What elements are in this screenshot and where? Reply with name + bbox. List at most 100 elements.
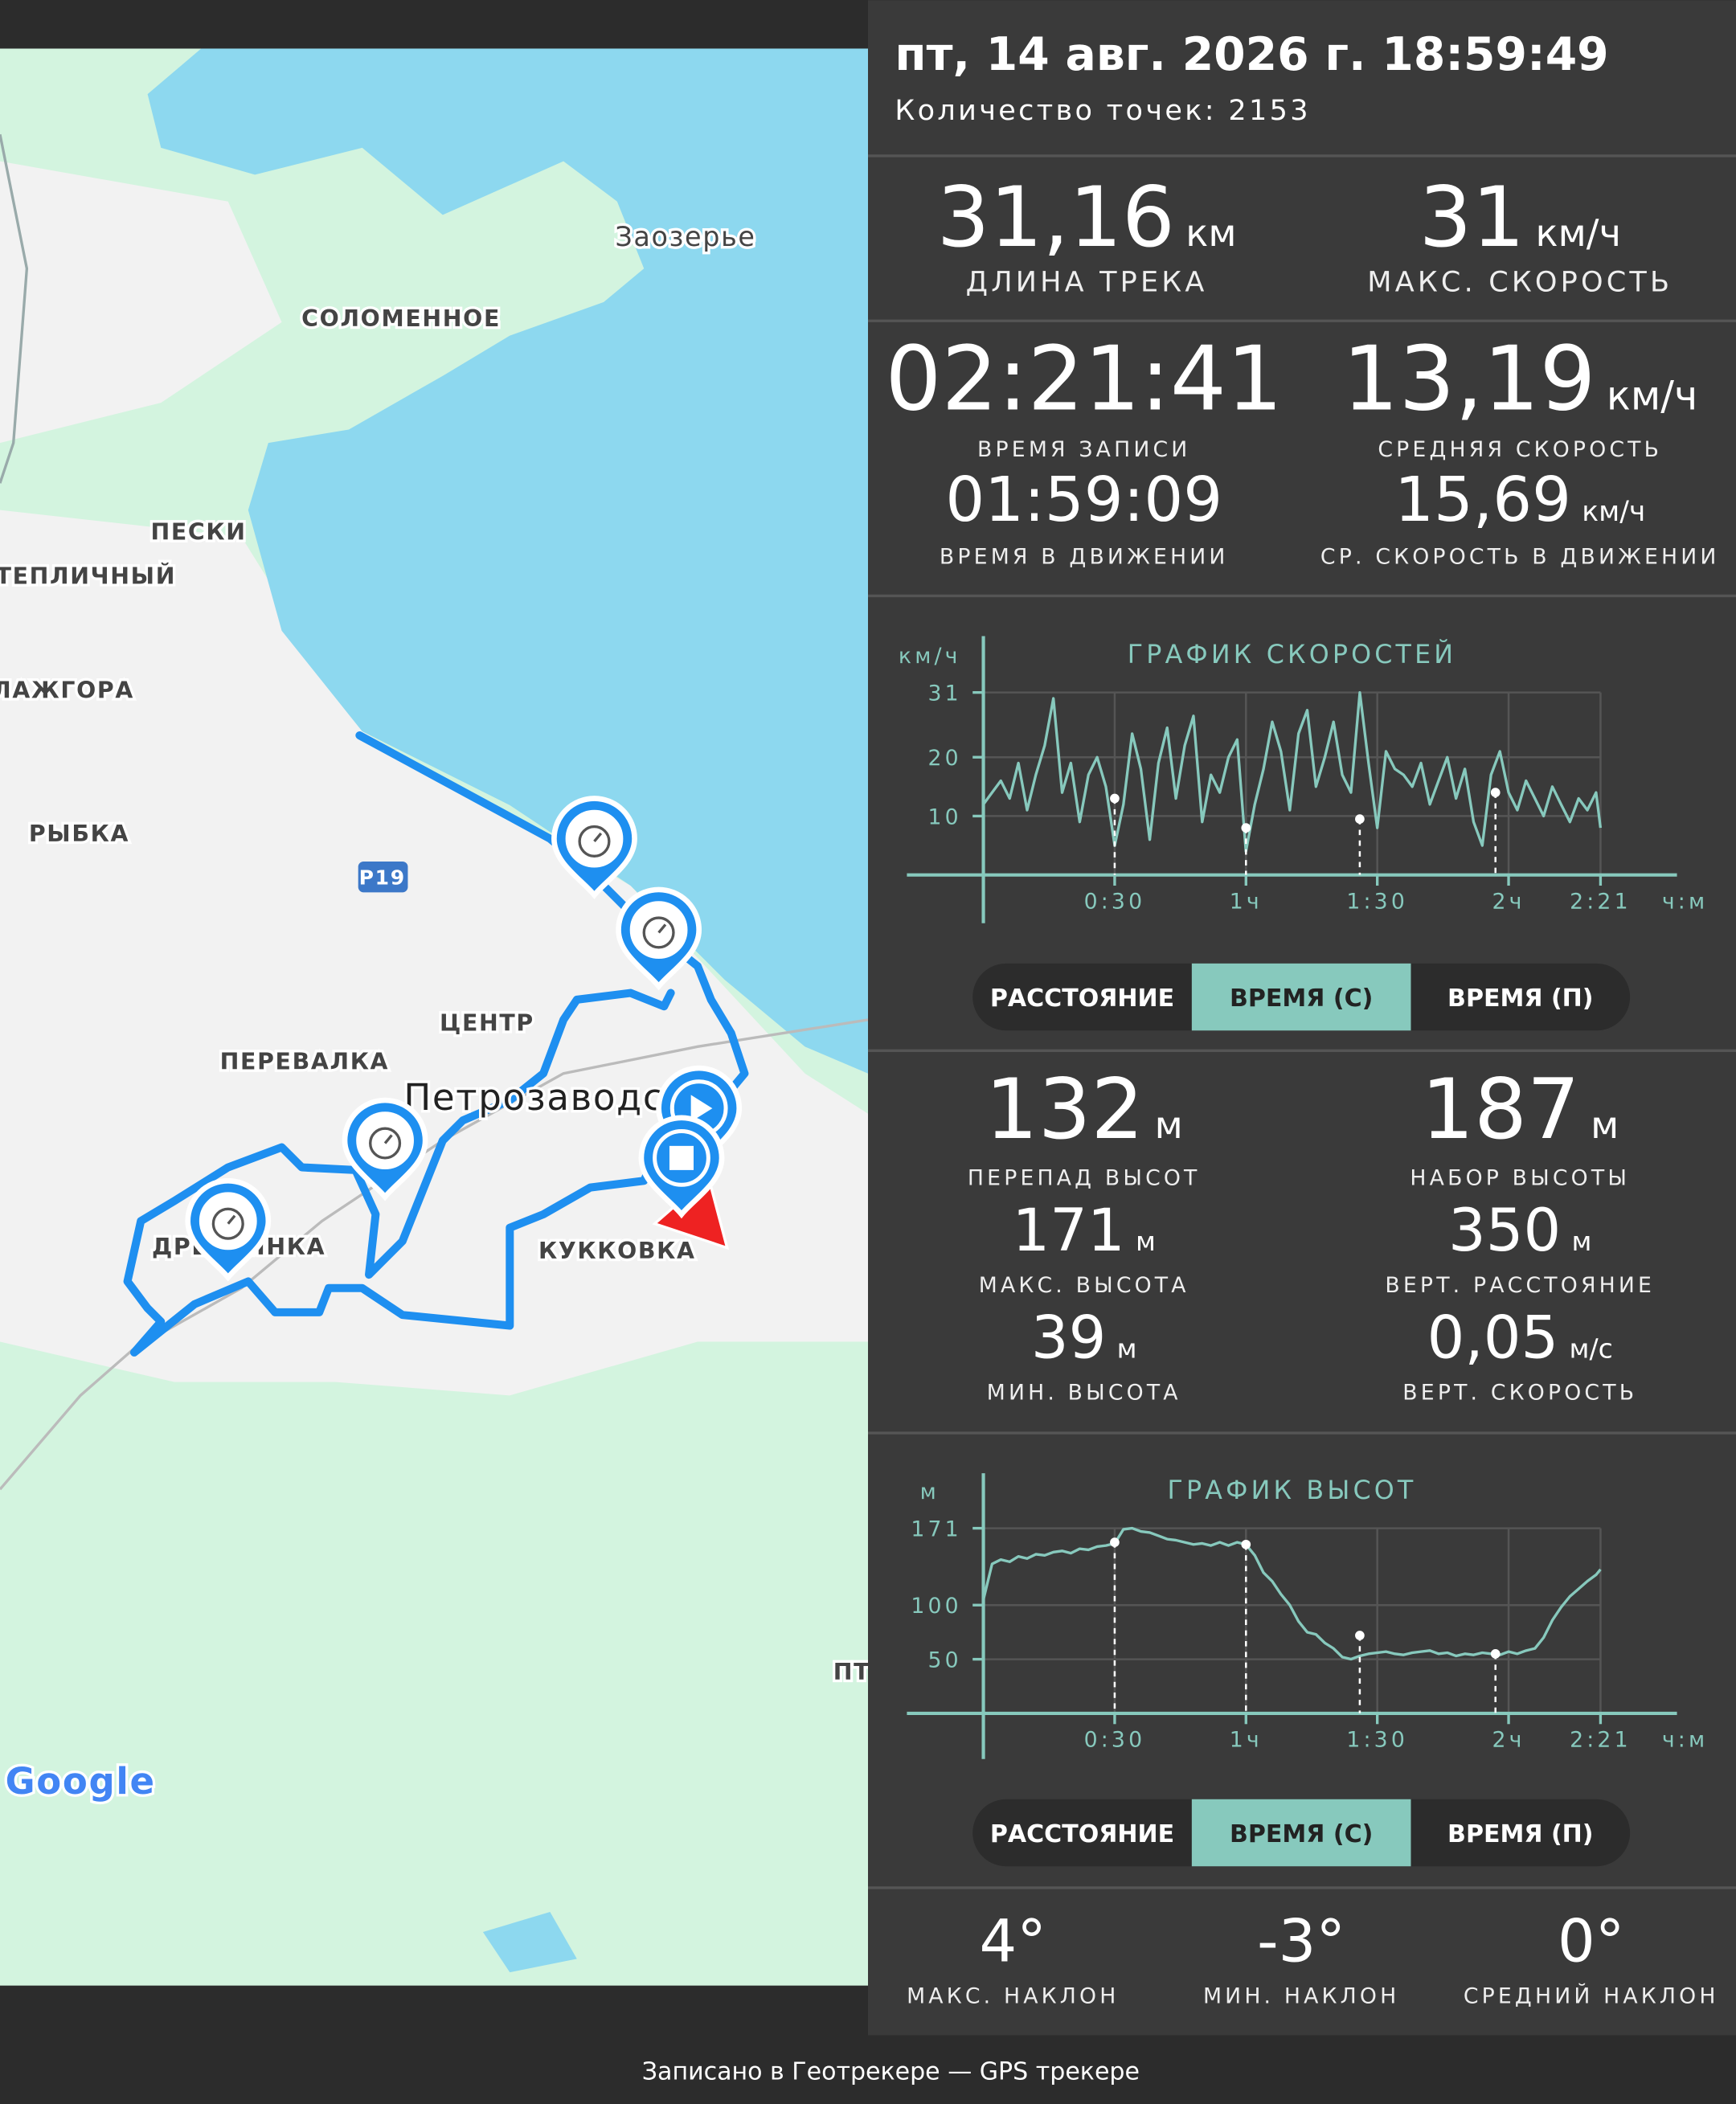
- stat-unit: м: [1117, 1333, 1137, 1365]
- x-tick-label: 1ч: [1230, 889, 1263, 914]
- x-tick-label: 2:21: [1570, 889, 1632, 914]
- stop-point: [1241, 1539, 1251, 1549]
- stop-point: [1490, 1649, 1501, 1659]
- stop-point: [1110, 793, 1120, 804]
- map-label: Google: [6, 1760, 156, 1803]
- pin-icon: [369, 1127, 402, 1160]
- x-tick-label: 2ч: [1492, 1728, 1525, 1753]
- pin-icon: [227, 1214, 236, 1225]
- x-unit: ч:м: [1662, 1728, 1708, 1753]
- y-unit: м: [920, 1480, 940, 1504]
- stat-label: МИН. ВЫСОТА: [987, 1380, 1181, 1405]
- stat-unit: км/ч: [1607, 372, 1697, 419]
- pin-face: [629, 901, 688, 959]
- pin-icon: [657, 923, 667, 934]
- stat-value: 31 км/ч: [1419, 170, 1621, 266]
- map-water: [147, 48, 868, 1074]
- toggle-option[interactable]: [1191, 963, 1411, 1031]
- stat-unit: м: [1155, 1103, 1183, 1147]
- stat-label: НАБОР ВЫСОТЫ: [1410, 1165, 1630, 1190]
- map[interactable]: Заозерье СОЛОМЕННОЕ ПЕСКИ ТЕПЛИЧНЫЙ УЛАЖГОРА…: [0, 48, 870, 1986]
- stat-label: СРЕДНИЙ НАКЛОН: [1464, 1983, 1719, 2008]
- map-label: P19: [359, 866, 406, 889]
- stop-point: [1110, 1537, 1120, 1547]
- stat-label: МАКС. НАКЛОН: [907, 1983, 1119, 2008]
- toggle-option[interactable]: [1191, 1799, 1411, 1867]
- pin-icon: [669, 1145, 694, 1170]
- stat-value: 15,69 км/ч: [1394, 465, 1645, 536]
- pin-icon: [578, 825, 611, 858]
- toggle-label[interactable]: РАССТОЯНИЕ: [990, 984, 1174, 1013]
- y-tick-label: 50: [928, 1648, 962, 1673]
- stat-number: 0,05: [1427, 1304, 1559, 1373]
- stat-number: 4°: [980, 1908, 1046, 1976]
- stat-unit: м: [1136, 1226, 1156, 1257]
- stat-label: МАКС. СКОРОСТЬ: [1367, 266, 1673, 299]
- map-label: ТЕПЛИЧНЫЙ: [0, 562, 176, 589]
- footer: Записано в Геотрекере — GPS трекере: [642, 2058, 1140, 2086]
- y-tick-label: 100: [911, 1594, 961, 1619]
- pin-icon: [690, 1095, 713, 1122]
- toggle-label[interactable]: ВРЕМЯ (С): [1230, 1820, 1373, 1848]
- x-tick-label: 2ч: [1492, 889, 1525, 914]
- stat-value: 0°: [1558, 1908, 1624, 1976]
- stat-number: 187: [1421, 1062, 1580, 1158]
- map-road: [0, 133, 29, 484]
- pin-face: [565, 809, 624, 868]
- map-label: ПЕСКИ: [150, 518, 246, 545]
- stat-number: 31: [1419, 170, 1525, 266]
- x-tick-label: 1:30: [1346, 889, 1408, 914]
- stat-value: -3°: [1257, 1908, 1345, 1976]
- stat-number: 0°: [1558, 1908, 1624, 1976]
- chart-title: ГРАФИК ВЫСОТ: [1167, 1476, 1416, 1505]
- map-label: РЫБКА: [29, 821, 129, 847]
- toggle-label[interactable]: РАССТОЯНИЕ: [990, 1820, 1174, 1848]
- stat-label: СРЕДНЯЯ СКОРОСТЬ: [1378, 437, 1662, 462]
- footer-bar: [0, 2035, 1736, 2104]
- stat-label: ДЛИНА ТРЕКА: [966, 266, 1208, 299]
- stat-unit: м/с: [1570, 1333, 1613, 1365]
- stat-number: 171: [1013, 1197, 1125, 1265]
- pin-icon: [642, 916, 675, 949]
- stat-value: 13,19 км/ч: [1342, 327, 1697, 430]
- y-unit: км/ч: [899, 644, 961, 669]
- stat-value: 02:21:41: [885, 327, 1283, 430]
- stat-label: МИН. НАКЛОН: [1203, 1983, 1399, 2008]
- map-label: ПТ: [833, 1659, 870, 1685]
- stat-unit: м: [1591, 1103, 1619, 1147]
- map-label: СОЛОМЕННОЕ: [301, 305, 501, 332]
- map-label: ПЕРЕВАЛКА: [220, 1049, 390, 1075]
- map-road: [0, 1018, 868, 1491]
- datetime: пт, 14 авг. 2026 г. 18:59:49: [895, 28, 1608, 81]
- stat-unit: км/ч: [1582, 496, 1645, 528]
- stat-value: 171 м: [1013, 1197, 1156, 1265]
- stat-number: 13,19: [1342, 327, 1595, 430]
- y-tick-label: 31: [928, 682, 962, 706]
- point-count: Количество точек: 2153: [895, 94, 1311, 127]
- x-tick-label: 2:21: [1570, 1728, 1632, 1753]
- stat-number: 02:21:41: [885, 327, 1283, 430]
- stat-label: ВРЕМЯ ЗАПИСИ: [977, 437, 1190, 462]
- stat-unit: м: [1572, 1226, 1592, 1257]
- stat-label: СР. СКОРОСТЬ В ДВИЖЕНИИ: [1320, 544, 1720, 569]
- x-unit: ч:м: [1662, 889, 1708, 914]
- y-tick-label: 171: [911, 1517, 961, 1542]
- map-label: Петрозаводс: [403, 1076, 664, 1119]
- y-tick-label: 20: [928, 746, 962, 771]
- map-urban: [0, 161, 282, 444]
- chart-title: ГРАФИК СКОРОСТЕЙ: [1128, 639, 1456, 669]
- stat-number: 132: [985, 1062, 1144, 1158]
- stat-label: ВРЕМЯ В ДВИЖЕНИИ: [940, 544, 1229, 569]
- stat-number: 39: [1031, 1304, 1106, 1373]
- x-tick-label: 1ч: [1230, 1728, 1263, 1753]
- toggle-label[interactable]: ВРЕМЯ (П): [1447, 1820, 1593, 1848]
- stat-label: ПЕРЕПАД ВЫСОТ: [968, 1165, 1201, 1190]
- stat-label: ВЕРТ. СКОРОСТЬ: [1402, 1380, 1637, 1405]
- toggle-label[interactable]: ВРЕМЯ (С): [1230, 984, 1373, 1013]
- stat-number: 31,16: [937, 170, 1175, 266]
- stat-value: 39 м: [1031, 1304, 1137, 1373]
- toggle-label[interactable]: ВРЕМЯ (П): [1447, 984, 1593, 1013]
- stop-point: [1355, 814, 1365, 824]
- stat-value: 187 м: [1421, 1062, 1619, 1158]
